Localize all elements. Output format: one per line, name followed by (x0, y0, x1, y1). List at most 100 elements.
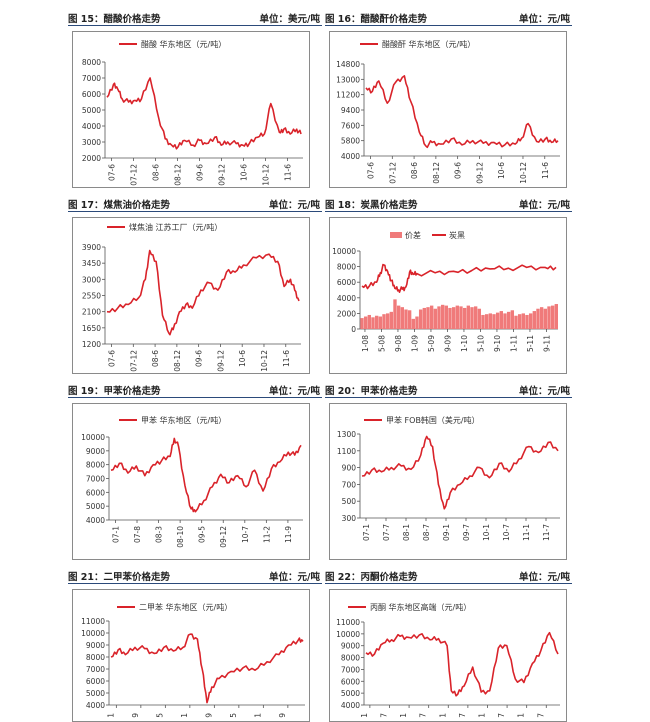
series-line (365, 631, 559, 697)
spread-bar (532, 311, 536, 329)
chart-toluene-fob-korea: 甲苯 FOB韩国（美元/吨） 1300 1100 900 700 500 300 07-1 07… (337, 415, 560, 541)
spread-bar (525, 314, 529, 329)
spread-bar (510, 310, 514, 329)
x-tick-label: 07-6 (108, 164, 117, 181)
x-tick-label: 09-12 (475, 162, 484, 184)
spread-bar (382, 314, 386, 329)
y-tick-label: 4000 (341, 701, 360, 710)
y-tick-label: 3450 (82, 259, 101, 268)
y-tick-label: 8000 (341, 654, 360, 663)
x-tick-label: 08-6 (410, 162, 419, 179)
legend-label: 甲苯 华东地区（元/吨） (141, 415, 226, 425)
series-line (106, 77, 302, 150)
figure-header-22: 图 22：丙酮价格走势 单位：元/吨 (325, 567, 572, 584)
y-tick-label: 9400 (341, 106, 360, 115)
spread-bar (547, 306, 551, 329)
spread-bar (437, 306, 441, 329)
chart-panel-17: 煤焦油 江苏工厂（元/吨） 3900 3450 3000 2550 2100 1650 120… (72, 217, 310, 374)
x-tick-label: 07-12 (130, 164, 139, 186)
y-tick-label: 3000 (82, 138, 101, 147)
x-tick-label: 1 (253, 713, 262, 718)
spread-bar (404, 309, 408, 329)
spread-bar (503, 313, 507, 329)
x-tick-label: 1 (477, 713, 486, 718)
y-tick-label: 1200 (82, 340, 101, 349)
x-tick-label: 11-9 (284, 526, 293, 543)
series-line (110, 437, 302, 513)
y-tick-label: 6000 (86, 488, 105, 497)
chart-acetone: 丙酮 华东地区高端（元/吨） 11000 10000 9000 8000 7000 6000… (336, 602, 560, 718)
x-tick-label: 1-08 (361, 335, 370, 352)
spread-bar (499, 311, 503, 329)
chart-panel-15: 醋酸 华东地区（元/吨） 8000 7000 6000 5000 4000 3000 2000… (72, 31, 310, 188)
chart-toluene-east-china: 甲苯 华东地区（元/吨） 10000 9000 8000 7000 6000 5000 400… (81, 415, 303, 548)
chart-acetic-acid: 醋酸 华东地区（元/吨） 8000 7000 6000 5000 4000 3000 2000… (82, 39, 303, 186)
y-tick-label: 2000 (337, 309, 356, 318)
y-tick-label: 7000 (86, 665, 105, 674)
spread-bar (462, 307, 467, 329)
spread-bar (415, 316, 419, 329)
x-tick-label: 10-6 (240, 164, 249, 181)
x-tick-label: 10-7 (502, 524, 511, 541)
x-tick-label: 5-08 (377, 335, 386, 352)
spread-bar (440, 304, 445, 329)
x-tick-label: 08-6 (151, 350, 160, 367)
figure-unit: 单位：元/吨 (519, 386, 570, 397)
legend-label: 甲苯 FOB韩国（美元/吨） (386, 415, 480, 425)
x-tick-label: 07-12 (388, 162, 397, 184)
figure-caption: 图 20：甲苯价格走势 (325, 386, 418, 397)
spread-bar (396, 305, 401, 329)
y-tick-label: 1100 (337, 447, 356, 456)
spread-bar (426, 307, 430, 329)
x-tick-label: 08-6 (152, 164, 161, 181)
chart-panel-20: 甲苯 FOB韩国（美元/吨） 1300 1100 900 700 500 300 07-1 07… (329, 403, 567, 560)
spread-bar (433, 308, 437, 329)
figure-caption: 图 22：丙酮价格走势 (325, 572, 418, 583)
x-tick-label: 08-10 (176, 526, 185, 548)
spread-bar (466, 305, 470, 329)
spread-bar (536, 308, 540, 329)
x-tick-label: 1-11 (509, 335, 518, 352)
spread-bar (521, 313, 525, 329)
x-tick-label: 08-12 (174, 164, 183, 186)
x-tick-label: 5-11 (526, 335, 535, 352)
x-tick-label: 11-2 (262, 526, 271, 543)
x-tick-label: 09-6 (454, 162, 463, 179)
x-tick-label: 09-1 (442, 524, 451, 541)
x-tick-label: 7 (536, 713, 545, 718)
x-tick-label: 07-12 (129, 350, 138, 372)
x-tick-label: 1 (438, 713, 447, 718)
y-tick-label: 3000 (82, 275, 101, 284)
x-tick-label: 09-5 (198, 526, 207, 543)
spread-bar (473, 306, 478, 329)
figure-header-16: 图 16：醋酸酐价格走势 单位：元/吨 (325, 9, 572, 26)
y-tick-label: 500 (342, 497, 357, 506)
x-tick-label: 11-6 (282, 350, 291, 367)
x-tick-label: 08-1 (402, 524, 411, 541)
y-tick-label: 5000 (341, 689, 360, 698)
spread-bar (528, 313, 533, 329)
series-line (361, 435, 559, 510)
spread-bar (470, 307, 474, 329)
y-tick-label: 8000 (86, 461, 105, 470)
x-tick-label: 9 (278, 713, 287, 718)
spread-bar (389, 311, 393, 329)
x-tick-label: 5 (155, 713, 164, 718)
spread-bar (492, 314, 496, 329)
x-tick-label: 09-12 (219, 526, 228, 548)
spread-bar (360, 318, 364, 329)
figure-caption: 图 17：煤焦油价格走势 (68, 200, 171, 211)
spread-bar (506, 311, 511, 329)
spread-bar (411, 318, 415, 329)
legend-label: 二甲苯 华东地区（元/吨） (139, 602, 232, 612)
y-tick-label: 6000 (82, 90, 101, 99)
spread-bar (422, 307, 426, 329)
y-tick-label: 11000 (81, 617, 105, 626)
figure-unit: 单位：美元/吨 (259, 14, 320, 25)
legend-label: 价差 (405, 230, 421, 240)
x-tick-label: 07-8 (133, 526, 142, 543)
y-tick-label: 0 (351, 325, 356, 334)
y-tick-label: 8000 (82, 58, 101, 67)
x-tick-label: 10-12 (262, 164, 271, 186)
spread-bar (378, 316, 382, 329)
